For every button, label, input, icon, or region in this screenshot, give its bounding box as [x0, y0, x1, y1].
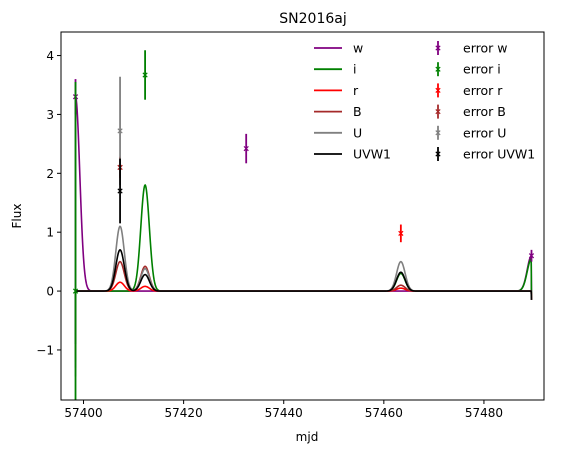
y-tick-label-3: 3 — [46, 108, 54, 122]
y-tick-label-1: 1 — [46, 226, 54, 240]
legend-label-U: U — [353, 125, 362, 140]
legend-label-UVW1: UVW1 — [353, 147, 391, 162]
legend-marker-error-B — [435, 108, 441, 115]
legend-label-error-w: error w — [463, 41, 507, 56]
errorbar-marker-error-UVW1-0 — [117, 188, 123, 194]
y-tick-label--1: −1 — [36, 343, 54, 357]
legend-marker-error-i — [435, 66, 441, 72]
x-tick-label-57420: 57420 — [165, 406, 203, 420]
x-axis-label: mjd — [296, 430, 319, 444]
x-tick-label-57480: 57480 — [465, 406, 503, 420]
legend-label-r: r — [353, 83, 359, 98]
legend-label-error-r: error r — [463, 83, 503, 98]
legend-marker-error-UVW1 — [435, 151, 441, 157]
errorbar-marker-error-i-0 — [72, 288, 79, 294]
plot-area — [72, 50, 535, 400]
legend-label-w: w — [353, 41, 363, 56]
x-tick-label-57460: 57460 — [365, 406, 403, 420]
errorbar-marker-error-i-1 — [142, 72, 148, 78]
errorbar-marker-error-U-0 — [117, 128, 123, 134]
legend-label-i: i — [353, 62, 356, 77]
legend-label-error-U: error U — [463, 125, 506, 140]
errorbar-marker-error-w-1 — [243, 145, 249, 152]
series-line-UVW1 — [74, 249, 533, 345]
y-axis-label: Flux — [10, 204, 24, 229]
plot-content — [72, 50, 535, 400]
axes: 57400 57420 57440 57460 57480 −1 0 1 2 3 4 — [36, 31, 545, 420]
plot-frame — [60, 31, 545, 401]
y-tick-label-2: 2 — [46, 167, 54, 181]
y-tick-label-4: 4 — [46, 49, 54, 63]
legend-label-error-B: error B — [463, 104, 506, 119]
errorbar-marker-error-r-1 — [398, 230, 404, 236]
chart-title: SN2016aj — [279, 11, 346, 27]
x-tick-label-57440: 57440 — [265, 406, 303, 420]
legend-label-error-i: error i — [463, 62, 501, 77]
legend-marker-error-r — [435, 87, 441, 94]
legend-marker-error-U — [435, 130, 441, 136]
errorbar-marker-error-w-2 — [528, 253, 535, 259]
legend-marker-error-w — [435, 45, 441, 51]
y-tick-label-0: 0 — [46, 285, 54, 299]
x-tick-label-57400: 57400 — [64, 406, 102, 420]
legend-label-error-UVW1: error UVW1 — [463, 147, 535, 162]
legend-label-B: B — [353, 104, 362, 119]
